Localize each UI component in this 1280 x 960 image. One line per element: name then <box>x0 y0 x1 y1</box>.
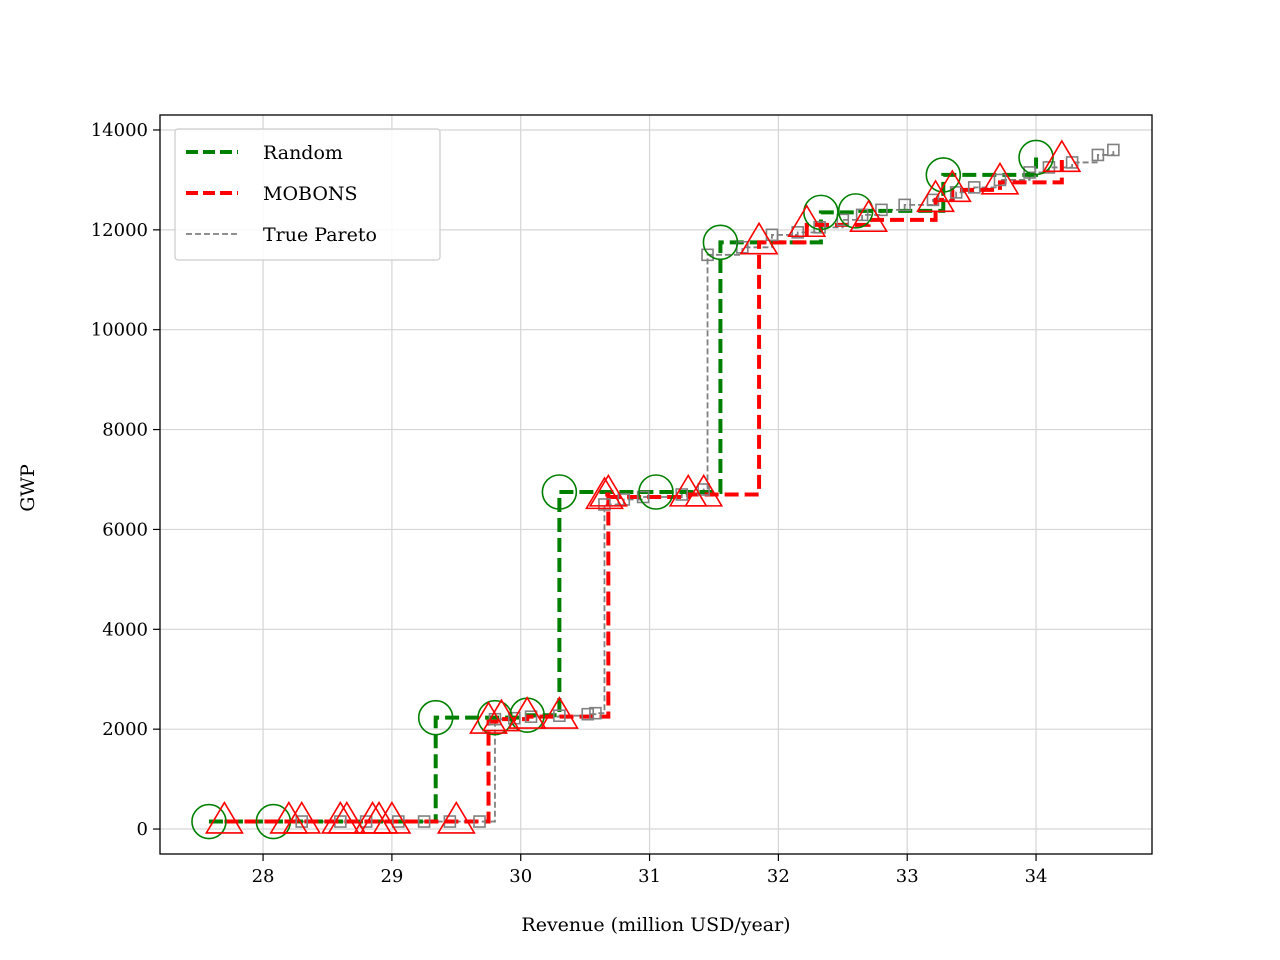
x-tick-label: 33 <box>896 866 919 887</box>
x-tick-label: 28 <box>252 866 275 887</box>
data-point-square <box>926 193 940 207</box>
data-point-triangle <box>932 169 972 203</box>
data-point-triangle <box>507 696 547 729</box>
y-tick-label: 4000 <box>102 619 148 640</box>
legend: Random MOBONS True Pareto <box>174 128 441 261</box>
y-tick-label: 14000 <box>91 120 148 141</box>
y-tick-label: 8000 <box>102 420 148 441</box>
y-tick-label: 0 <box>137 819 148 840</box>
data-point-triangle <box>787 204 827 238</box>
data-point-square <box>598 498 611 511</box>
data-point-circle <box>702 224 739 261</box>
x-tick-label: 29 <box>380 866 403 887</box>
data-point-square <box>589 706 602 720</box>
data-point-square <box>993 173 1007 187</box>
data-point-square <box>875 203 888 217</box>
data-point-square <box>967 181 981 194</box>
data-point-square <box>473 815 486 828</box>
data-point-circle <box>1018 139 1054 176</box>
data-point-square <box>553 709 566 722</box>
plot-frame <box>159 114 1153 855</box>
x-tick-label: 31 <box>638 866 661 887</box>
data-point-triangle <box>585 476 624 510</box>
x-axis-label: Revenue (million USD/year) <box>521 914 790 936</box>
legend-label: True Pareto <box>263 224 377 246</box>
data-point-triangle <box>916 179 956 213</box>
data-point-triangle <box>684 473 724 507</box>
data-point-square <box>524 710 538 723</box>
data-point-circle <box>837 193 874 229</box>
data-point-square <box>898 198 911 212</box>
data-point-square <box>836 213 850 227</box>
data-point-triangle <box>739 221 779 255</box>
data-point-triangle <box>327 800 367 834</box>
axis-ticks: 28 29 30 31 32 33 34 0 2000 4000 6000 8000 10000 1200… <box>91 120 1048 887</box>
data-point-square <box>1107 143 1120 157</box>
data-point-square <box>581 707 595 721</box>
data-point-triangle <box>849 199 889 233</box>
data-point-triangle <box>282 800 322 834</box>
data-point-circle <box>541 474 578 510</box>
data-point-triangle <box>1042 139 1082 173</box>
data-point-square <box>697 483 710 496</box>
data-point-circle <box>191 803 227 840</box>
x-tick-label: 30 <box>509 866 532 887</box>
data-point-triangle <box>588 473 628 507</box>
data-point-triangle <box>469 701 508 734</box>
y-tick-label: 6000 <box>102 519 148 540</box>
y-tick-label: 2000 <box>102 719 148 740</box>
data-point-square <box>417 815 431 828</box>
data-point-triangle <box>539 696 579 729</box>
data-point-circle <box>638 474 674 510</box>
data-point-square <box>1023 166 1036 179</box>
data-point-triangle <box>204 800 244 834</box>
legend-box <box>174 128 441 261</box>
data-point-square <box>1091 148 1105 162</box>
data-point-square <box>855 208 869 222</box>
data-point-square <box>617 493 631 506</box>
series-markers <box>191 139 1120 840</box>
data-point-triangle <box>481 698 521 732</box>
data-point-square <box>295 815 309 828</box>
x-tick-label: 32 <box>767 866 790 887</box>
data-point-circle <box>417 699 454 736</box>
x-tick-label: 34 <box>1025 866 1048 887</box>
data-point-triangle <box>436 800 476 834</box>
data-point-circle <box>925 157 962 193</box>
y-axis-label: GWP <box>17 464 39 512</box>
data-point-square <box>791 226 805 239</box>
legend-label: Random <box>263 142 343 164</box>
y-tick-label: 10000 <box>91 320 148 341</box>
data-point-square <box>507 711 521 725</box>
data-point-square <box>701 248 714 262</box>
legend-label: MOBONS <box>263 183 358 205</box>
data-point-triangle <box>980 161 1020 195</box>
data-point-triangle <box>372 800 412 834</box>
y-tick-label: 12000 <box>91 220 148 241</box>
